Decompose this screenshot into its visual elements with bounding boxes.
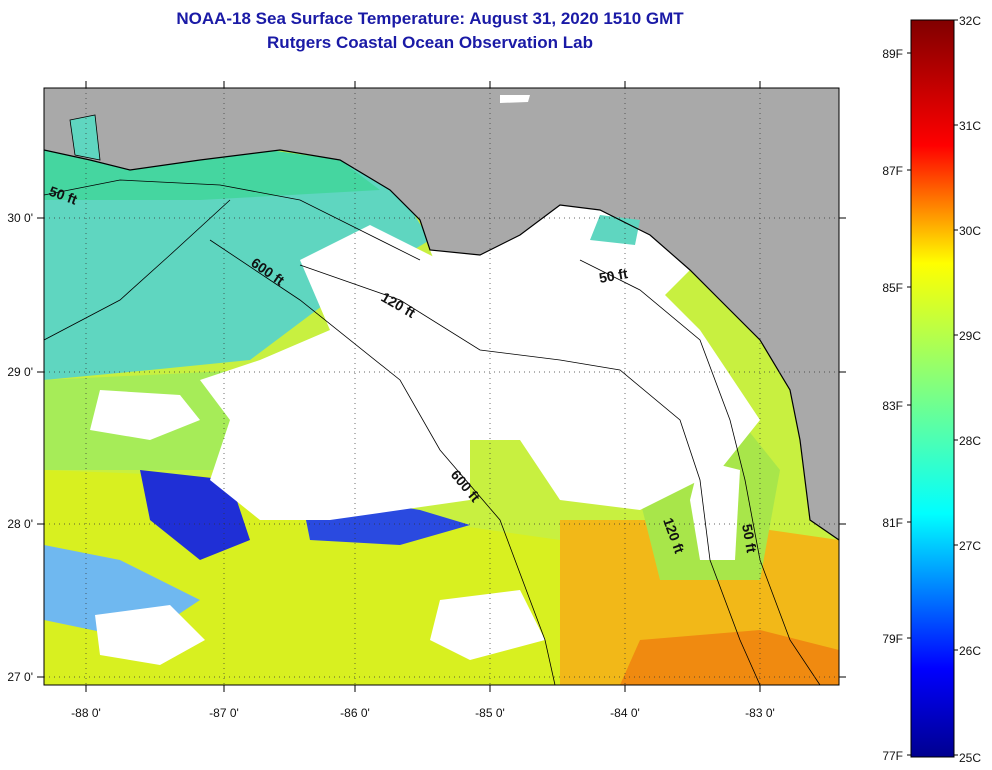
colorbar-label-89f: 89F [882,47,903,61]
colorbar-label-31c: 31C [959,119,981,133]
colorbar [910,19,955,758]
axis-ticks [37,81,846,692]
isobath-50ft-west [44,179,421,261]
colorbar-label-30c: 30C [959,224,981,238]
cloud-mask-south [430,590,545,660]
lon-label-83: -83 0' [745,706,775,720]
lat-label-27: 27 0' [7,670,33,684]
colorbar-label-81f: 81F [882,516,903,530]
colorbar-label-26c: 26C [959,644,981,658]
lon-label-88: -88 0' [71,706,101,720]
lat-label-30: 30 0' [7,211,33,225]
isobath-label-50ft-south: 50 ft [739,523,760,554]
sst-cool-region-north [44,150,430,380]
cloud-mask-central [200,225,760,520]
map-frame [43,87,840,686]
cloud-mask-southwest [95,605,205,665]
isobath-600ft-line [44,199,231,341]
colorbar-ticks [907,19,958,756]
lake-feature [500,95,530,103]
map-area [44,88,839,685]
colorbar-label-25c: 25C [959,751,981,765]
isobath-label-50ft-north: 50 ft [598,265,629,286]
colorbar-label-29c: 29C [959,329,981,343]
coastline [44,149,839,541]
lon-label-85: -85 0' [475,706,505,720]
isobath-600ft-curve [209,239,556,685]
lon-label-87: -87 0' [209,706,239,720]
colorbar-label-32c: 32C [959,14,981,28]
sst-nearshore-patch [590,215,640,245]
colorbar-label-27c: 27C [959,539,981,553]
isobath-50ft-east [579,259,821,685]
colorbar-label-77f: 77F [882,749,903,763]
sst-upwelling-patch [140,470,250,560]
colorbar-label-83f: 83F [882,399,903,413]
bay-inlet [69,114,101,161]
map-title: NOAA-18 Sea Surface Temperature: August … [176,9,684,28]
lon-label-84: -84 0' [610,706,640,720]
colorbar-label-79f: 79F [882,632,903,646]
map-subtitle: Rutgers Coastal Ocean Observation Lab [267,33,593,52]
cloud-mask-coastal [690,460,740,560]
colorbar-label-87f: 87F [882,164,903,178]
lat-label-28: 28 0' [7,517,33,531]
colorbar-label-28c: 28C [959,434,981,448]
lon-label-86: -86 0' [340,706,370,720]
sst-hot-patch [620,630,839,685]
isobath-120ft [299,264,761,685]
land-mass [44,88,839,540]
lat-label-29: 29 0' [7,365,33,379]
colorbar-label-85f: 85F [882,281,903,295]
cloud-mask-west [90,390,200,440]
